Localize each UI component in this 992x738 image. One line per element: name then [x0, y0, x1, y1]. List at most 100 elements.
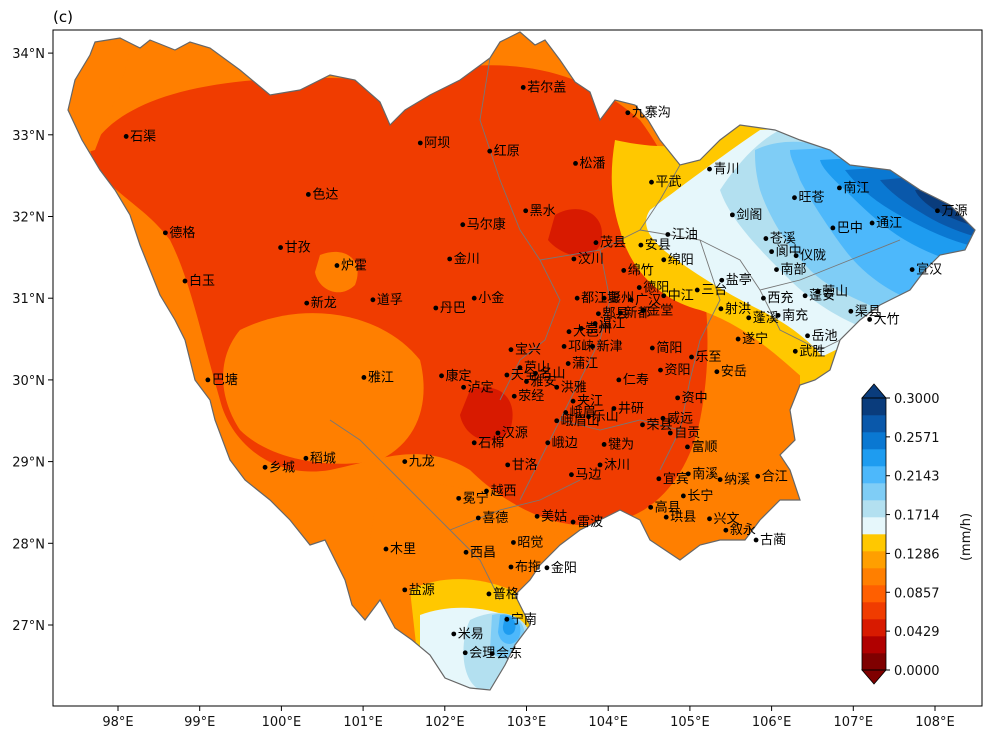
city-dot [439, 373, 444, 379]
colorbar-segment [862, 398, 886, 416]
city-dot [447, 256, 453, 262]
city-label: 喜德 [482, 511, 508, 526]
city-label: 剑阁 [736, 207, 762, 223]
city-label: 武胜 [799, 344, 825, 359]
city-dot [305, 192, 311, 197]
lon-tick-label: 98°E [102, 715, 133, 730]
colorbar-unit-label: (mm/h) [959, 513, 974, 561]
city-label: 兴文 [714, 512, 740, 527]
city-dot [601, 295, 607, 301]
city-label: 纳溪 [724, 473, 750, 488]
city-label: 巴中 [837, 221, 863, 236]
colorbar-tick-label: 0.2143 [894, 470, 940, 485]
city-label: 都江堰 [581, 291, 620, 306]
colorbar-segment [862, 568, 886, 586]
city-dot [554, 418, 560, 424]
lon-tick-label: 105°E [670, 715, 710, 730]
city-label: 蓬安 [809, 289, 835, 304]
city-dot [433, 305, 439, 311]
city-label: 井研 [618, 401, 644, 416]
city-dot [565, 361, 571, 366]
city-label: 盐源 [409, 583, 435, 598]
city-dot [707, 166, 712, 172]
city-label: 若尔盖 [527, 79, 566, 95]
city-label: 仪陇 [800, 249, 826, 264]
city-dot [586, 414, 591, 420]
city-label: 荥经 [518, 389, 544, 404]
city-dot [123, 134, 129, 139]
city-label: 雅安 [531, 375, 557, 390]
city-dot [278, 245, 283, 250]
city-dot [680, 493, 686, 499]
city-label: 广汉 [635, 293, 661, 308]
city-label: 郫县 [602, 306, 628, 322]
city-label: 金川 [454, 251, 480, 267]
city-dot [303, 455, 309, 461]
colorbar-segment [862, 483, 886, 501]
city-dot [334, 263, 340, 268]
colorbar-segment [862, 585, 886, 603]
city-label: 九龙 [409, 455, 435, 470]
city-label: 绵竹 [628, 263, 654, 278]
lon-tick-label: 108°E [915, 715, 955, 730]
city-label: 南充 [782, 307, 808, 323]
city-label: 泸定 [468, 380, 494, 395]
city-dot [658, 367, 663, 373]
city-label: 南部 [781, 262, 807, 278]
city-label: 道孚 [377, 293, 403, 308]
city-dot [504, 372, 510, 378]
city-dot [694, 287, 700, 293]
city-dot [402, 459, 408, 464]
city-label: 会理 [469, 646, 495, 661]
lon-tick-label: 106°E [752, 715, 792, 730]
city-dot [755, 473, 761, 479]
city-label: 珙县 [670, 510, 696, 525]
city-label: 南溪 [692, 466, 718, 482]
city-label: 夹江 [577, 394, 603, 409]
city-label: 宜宾 [663, 471, 689, 487]
city-label: 甘洛 [512, 458, 538, 473]
city-dot [370, 297, 376, 303]
city-dot [675, 395, 681, 401]
city-label: 南江 [843, 180, 869, 196]
city-label: 布拖 [515, 560, 541, 575]
city-dot [774, 267, 779, 273]
city-label: 会东 [496, 647, 522, 662]
colorbar-tick-label: 0.3000 [894, 392, 940, 407]
city-label: 高县 [655, 499, 681, 515]
city-dot [753, 537, 759, 543]
lon-tick-label: 100°E [262, 715, 302, 730]
city-label: 木里 [390, 542, 416, 557]
city-label: 简阳 [656, 340, 682, 356]
colorbar-tick-label: 0.0857 [894, 586, 940, 601]
city-label: 丹巴 [440, 301, 466, 316]
city-dot [463, 549, 469, 555]
city-label: 天全 [511, 367, 537, 383]
colorbar-segment [862, 449, 886, 467]
city-dot [601, 442, 607, 447]
city-dot [592, 321, 598, 326]
city-dot [489, 651, 495, 656]
city-label: 美姑 [541, 509, 567, 524]
lon-tick-label: 103°E [507, 715, 547, 730]
city-dot [595, 311, 601, 317]
city-label: 冕宁 [463, 490, 489, 506]
city-dot [304, 300, 310, 306]
city-dot [618, 310, 623, 316]
city-dot [451, 631, 457, 637]
city-dot [484, 488, 489, 494]
city-dot [534, 513, 540, 519]
city-label: 叙永 [730, 523, 756, 538]
colorbar-segment [862, 602, 886, 620]
colorbar-segment [862, 619, 886, 637]
city-dot [517, 365, 523, 371]
city-label: 乐山 [593, 410, 619, 425]
city-dot [761, 295, 766, 301]
lat-tick-label: 29°N [12, 456, 45, 471]
city-dot [805, 333, 810, 339]
lat-tick-label: 34°N [12, 47, 45, 62]
city-dot [462, 650, 468, 656]
colorbar-segment [862, 551, 886, 569]
city-label: 甘孜 [285, 241, 311, 256]
city-dot [775, 312, 781, 318]
